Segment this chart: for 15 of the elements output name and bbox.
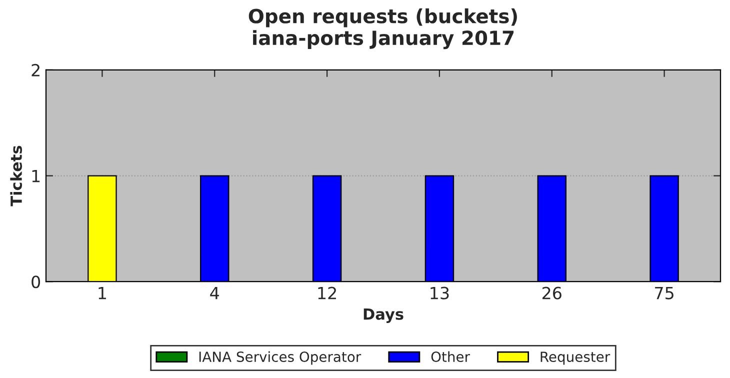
x-tick-label: 75 xyxy=(655,286,674,300)
chart-title: Open requests (buckets) iana-ports January 2017 xyxy=(248,8,517,50)
x-tick-label: 26 xyxy=(542,286,562,300)
y-tick-label: 2 xyxy=(32,64,40,76)
legend-label: IANA Services Operator xyxy=(199,351,362,365)
x-tick-label: 1 xyxy=(98,286,106,300)
y-axis-title: Tickets xyxy=(10,146,22,206)
legend-label: Other xyxy=(431,351,470,362)
legend-label: Requester xyxy=(540,352,610,365)
x-tick-label: 13 xyxy=(430,286,449,300)
x-tick-label: 12 xyxy=(318,286,336,300)
y-tick-label: 1 xyxy=(32,170,40,182)
x-tick-label: 4 xyxy=(210,286,219,300)
y-tick-label: 0 xyxy=(32,276,40,288)
x-axis-title: Days xyxy=(364,308,404,323)
